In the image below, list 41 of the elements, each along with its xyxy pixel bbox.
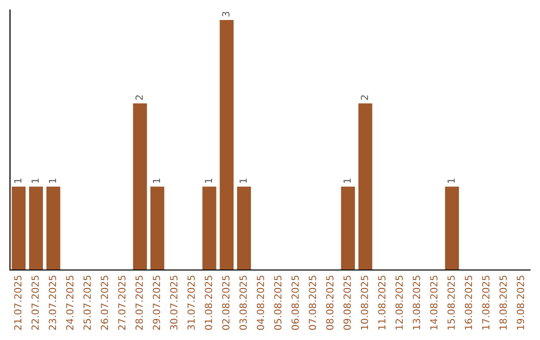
x-tick-label: 30.07.2025 — [170, 276, 178, 330]
data-label: 1 — [448, 178, 455, 183]
x-tick-label: 16.08.2025 — [464, 276, 472, 330]
data-label: 2 — [360, 95, 368, 100]
data-label: 1 — [48, 178, 56, 183]
x-tick-label: 24.07.2025 — [66, 276, 74, 330]
x-tick-label: 19.08.2025 — [516, 276, 524, 330]
x-tick-label: 02.08.2025 — [222, 276, 230, 330]
x-tick-label: 14.08.2025 — [430, 276, 438, 330]
data-label: 1 — [152, 178, 160, 183]
data-label: 1 — [240, 178, 247, 183]
x-tick-label: 15.08.2025 — [447, 276, 455, 330]
x-tick-label: 03.08.2025 — [239, 276, 247, 330]
x-tick-label: 23.07.2025 — [48, 276, 56, 330]
x-tick-label: 28.07.2025 — [135, 276, 143, 330]
x-tick-label: 07.08.2025 — [308, 276, 316, 330]
x-tick-label: 18.08.2025 — [499, 276, 507, 330]
x-tick-label: 27.07.2025 — [118, 276, 126, 330]
x-tick-label: 09.08.2025 — [343, 276, 351, 330]
x-tick-label: 22.07.2025 — [31, 276, 39, 330]
x-tick-label: 04.08.2025 — [256, 276, 264, 330]
x-tick-label: 31.07.2025 — [187, 276, 195, 330]
data-label: 2 — [135, 95, 143, 100]
x-tick-label: 11.08.2025 — [378, 276, 386, 330]
x-tick-label: 06.08.2025 — [291, 276, 299, 330]
x-tick-label: 21.07.2025 — [14, 276, 22, 330]
data-label: 1 — [14, 178, 22, 183]
x-tick-label: 26.07.2025 — [100, 276, 108, 330]
x-tick-label: 29.07.2025 — [152, 276, 160, 330]
x-tick-label: 01.08.2025 — [204, 276, 212, 330]
x-tick-label: 13.08.2025 — [412, 276, 420, 330]
x-tick-label: 10.08.2025 — [360, 276, 368, 330]
x-tick-label: 08.08.2025 — [326, 276, 334, 330]
x-tick-label: 25.07.2025 — [83, 276, 91, 330]
data-label: 3 — [222, 12, 230, 16]
data-label: 1 — [204, 178, 212, 183]
x-tick-label: 17.08.2025 — [482, 276, 490, 330]
data-label: 1 — [32, 178, 39, 183]
x-tick-label: 12.08.2025 — [395, 276, 403, 330]
data-label: 1 — [344, 178, 351, 183]
x-tick-label: 05.08.2025 — [274, 276, 282, 330]
